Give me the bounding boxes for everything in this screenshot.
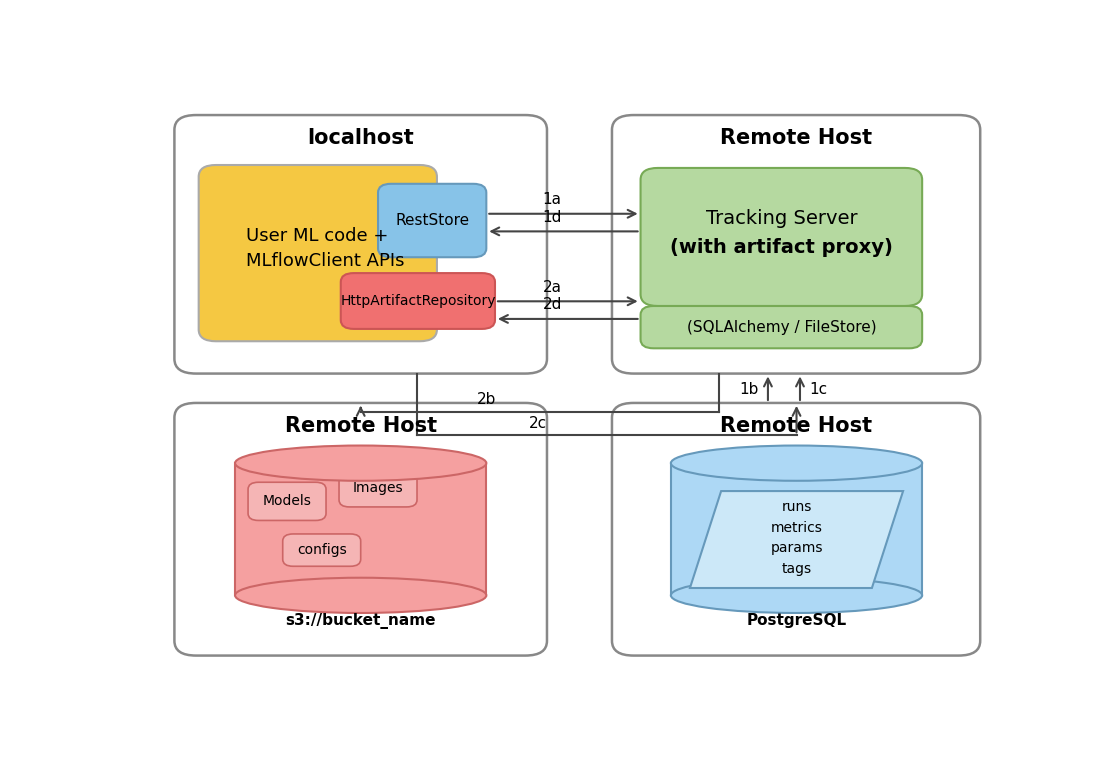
Text: Models: Models (263, 494, 312, 508)
Text: 1c: 1c (809, 382, 827, 397)
Text: Tracking Server: Tracking Server (705, 208, 858, 227)
Polygon shape (235, 463, 486, 595)
Text: 2b: 2b (476, 392, 496, 407)
FancyBboxPatch shape (641, 306, 922, 348)
Text: 2a: 2a (542, 280, 561, 295)
Text: 1a: 1a (542, 192, 561, 208)
Text: configs: configs (297, 543, 347, 558)
Text: 2d: 2d (542, 298, 562, 313)
Polygon shape (671, 463, 922, 595)
Text: User ML code +
MLflowClient APIs: User ML code + MLflowClient APIs (246, 227, 405, 270)
Text: Remote Host: Remote Host (285, 416, 437, 436)
FancyBboxPatch shape (339, 468, 417, 507)
Text: PostgreSQL: PostgreSQL (747, 613, 846, 628)
Polygon shape (690, 491, 903, 588)
Text: localhost: localhost (307, 128, 414, 148)
FancyBboxPatch shape (174, 115, 547, 374)
Text: RestStore: RestStore (395, 213, 470, 228)
Text: 1b: 1b (739, 382, 758, 397)
Text: runs
metrics
params
tags: runs metrics params tags (770, 501, 823, 576)
FancyBboxPatch shape (378, 184, 486, 257)
FancyBboxPatch shape (199, 165, 437, 341)
FancyBboxPatch shape (341, 273, 495, 329)
FancyBboxPatch shape (612, 403, 980, 655)
Text: s3://bucket_name: s3://bucket_name (285, 613, 436, 629)
Text: 2c: 2c (529, 416, 548, 430)
FancyBboxPatch shape (612, 115, 980, 374)
FancyBboxPatch shape (283, 534, 361, 566)
Text: 1d: 1d (542, 210, 562, 225)
Text: Remote Host: Remote Host (720, 128, 872, 148)
FancyBboxPatch shape (641, 168, 922, 306)
Text: HttpArtifactRepository: HttpArtifactRepository (340, 294, 495, 308)
Ellipse shape (235, 578, 486, 613)
Ellipse shape (671, 446, 922, 481)
FancyBboxPatch shape (248, 482, 326, 520)
Ellipse shape (671, 578, 922, 613)
Text: Remote Host: Remote Host (720, 416, 872, 436)
Ellipse shape (235, 446, 486, 481)
Text: Images: Images (352, 481, 404, 494)
Text: (with artifact proxy): (with artifact proxy) (670, 238, 893, 257)
Text: (SQLAlchemy / FileStore): (SQLAlchemy / FileStore) (686, 320, 877, 335)
FancyBboxPatch shape (174, 403, 547, 655)
